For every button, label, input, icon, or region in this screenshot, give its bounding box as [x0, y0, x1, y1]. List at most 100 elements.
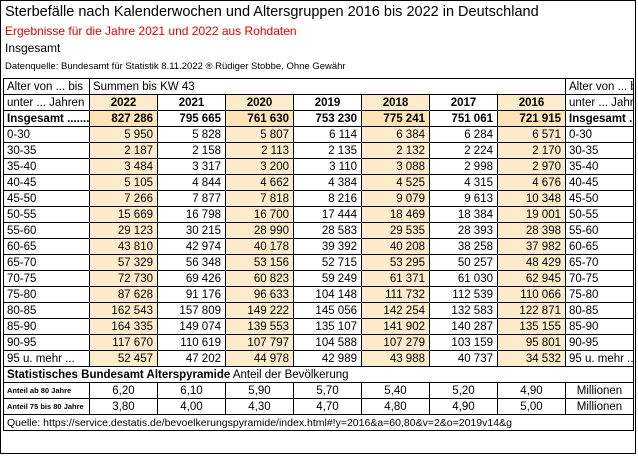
death-count-cell: 39 392 [293, 238, 362, 255]
total-value: 795 665 [157, 110, 226, 127]
death-count-cell: 60 823 [225, 270, 294, 287]
death-count-cell: 3 110 [293, 158, 362, 175]
death-count-cell: 149 074 [157, 318, 226, 335]
death-count-cell: 57 329 [89, 254, 158, 271]
death-count-cell: 38 258 [429, 238, 498, 255]
death-count-cell: 9 613 [429, 190, 498, 207]
age-group-label-right: 90-95 [565, 334, 634, 351]
death-statistics-table: Alter von ... bis Summen bis KW 43 Alter… [3, 78, 634, 431]
header-row-years: unter ... Jahren 2022 2021 2020 2019 2018 201… [3, 94, 634, 111]
death-count-cell: 3 200 [225, 158, 294, 175]
death-count-cell: 40 208 [361, 238, 430, 255]
stat-title-normal: Anteil der Bevölkerung [230, 368, 349, 381]
stat-value-cell: 5,20 [429, 382, 498, 399]
death-count-cell: 2 224 [429, 142, 498, 159]
death-count-cell: 157 809 [157, 302, 226, 319]
death-count-cell: 162 543 [89, 302, 158, 319]
death-count-cell: 9 079 [361, 190, 430, 207]
stat-value-cell: 5,00 [497, 398, 566, 415]
age-group-label-right: 60-65 [565, 238, 634, 255]
age-group-label: 65-70 [3, 254, 90, 271]
death-count-cell: 42 974 [157, 238, 226, 255]
stat-title-row: Statistisches Bundesamt Alterspyramide A… [3, 366, 634, 383]
death-count-cell: 18 469 [361, 206, 430, 223]
death-count-cell: 4 662 [225, 174, 294, 191]
death-count-cell: 7 818 [225, 190, 294, 207]
stat-value-cell: 4,30 [225, 398, 294, 415]
death-count-cell: 117 670 [89, 334, 158, 351]
death-count-cell: 56 348 [157, 254, 226, 271]
datasource-line: Datenquelle: Bundesamt für Statistik 8.1… [5, 61, 346, 72]
death-count-cell: 28 583 [293, 222, 362, 239]
death-count-cell: 110 619 [157, 334, 226, 351]
stat-value-cell: 5,40 [361, 382, 430, 399]
death-count-cell: 43 810 [89, 238, 158, 255]
death-count-cell: 6 571 [497, 126, 566, 143]
death-count-cell: 5 807 [225, 126, 294, 143]
age-group-label-right: 75-80 [565, 286, 634, 303]
death-count-cell: 2 132 [361, 142, 430, 159]
death-count-cell: 40 178 [225, 238, 294, 255]
year-header-2018: 2018 [361, 94, 430, 111]
death-count-cell: 135 155 [497, 318, 566, 335]
table-row: 80-85 162 543 157 809 149 222 145 056 142 254… [3, 302, 634, 319]
death-count-cell: 3 088 [361, 158, 430, 175]
death-count-cell: 72 730 [89, 270, 158, 287]
table-row: 90-95 117 670 110 619 107 797 104 588 107 279… [3, 334, 634, 351]
death-count-cell: 53 156 [225, 254, 294, 271]
death-count-cell: 132 583 [429, 302, 498, 319]
death-count-cell: 104 148 [293, 286, 362, 303]
age-group-label-right: 50-55 [565, 206, 634, 223]
age-group-label-right: 40-45 [565, 174, 634, 191]
death-count-cell: 28 398 [497, 222, 566, 239]
death-count-cell: 4 384 [293, 174, 362, 191]
stat-title-bold: Statistisches Bundesamt Alterspyramide [7, 368, 231, 381]
death-count-cell: 107 279 [361, 334, 430, 351]
table-row: 55-60 29 123 30 215 28 990 28 583 29 535 28 39… [3, 222, 634, 239]
age-group-label-right: 55-60 [565, 222, 634, 239]
scope-label: Insgesamt [5, 41, 61, 55]
death-count-cell: 2 113 [225, 142, 294, 159]
death-count-cell: 149 222 [225, 302, 294, 319]
total-value: 751 061 [429, 110, 498, 127]
death-count-cell: 2 158 [157, 142, 226, 159]
total-value: 775 241 [361, 110, 430, 127]
death-count-cell: 10 348 [497, 190, 566, 207]
death-count-cell: 53 295 [361, 254, 430, 271]
stat-title-cell: Statistisches Bundesamt Alterspyramide A… [3, 366, 634, 383]
total-value: 721 915 [497, 110, 566, 127]
stat-value-cell: 4,00 [157, 398, 226, 415]
header-sum-until-week: Summen bis KW 43 [89, 78, 566, 95]
table-row: 45-50 7 266 7 877 7 818 8 216 9 079 9 613 10 34… [3, 190, 634, 207]
age-group-label-right: 30-35 [565, 142, 634, 159]
death-count-cell: 145 056 [293, 302, 362, 319]
death-count-cell: 4 525 [361, 174, 430, 191]
total-value: 761 630 [225, 110, 294, 127]
table-row: 0-30 5 950 5 828 5 807 6 114 6 384 6 284 6 571 0… [3, 126, 634, 143]
total-label-right: Insgesamt ....... [565, 110, 634, 127]
age-group-label: 90-95 [3, 334, 90, 351]
age-group-label: 70-75 [3, 270, 90, 287]
total-label: Insgesamt ....... [3, 110, 90, 127]
death-count-cell: 140 287 [429, 318, 498, 335]
table-row: 30-35 2 187 2 158 2 113 2 135 2 132 2 224 2 170… [3, 142, 634, 159]
year-header-2020: 2020 [225, 94, 294, 111]
death-count-cell: 87 628 [89, 286, 158, 303]
death-count-cell: 6 114 [293, 126, 362, 143]
death-count-cell: 62 945 [497, 270, 566, 287]
stat-row-label: Anteil ab 80 Jahre [3, 382, 90, 399]
death-count-cell: 28 990 [225, 222, 294, 239]
age-group-label: 85-90 [3, 318, 90, 335]
death-count-cell: 122 871 [497, 302, 566, 319]
year-header-2017: 2017 [429, 94, 498, 111]
death-count-cell: 2 135 [293, 142, 362, 159]
total-value: 827 286 [89, 110, 158, 127]
age-group-label: 95 u. mehr ... [3, 350, 90, 367]
table-row: 70-75 72 730 69 426 60 823 59 249 61 371 61 03… [3, 270, 634, 287]
death-count-cell: 69 426 [157, 270, 226, 287]
stat-row-label: Anteil 75 bis 80 Jahre [3, 398, 90, 415]
year-header-2016: 2016 [497, 94, 566, 111]
death-count-cell: 5 105 [89, 174, 158, 191]
age-group-label: 55-60 [3, 222, 90, 239]
source-row: Quelle: https://service.destatis.de/bevo… [3, 414, 634, 431]
